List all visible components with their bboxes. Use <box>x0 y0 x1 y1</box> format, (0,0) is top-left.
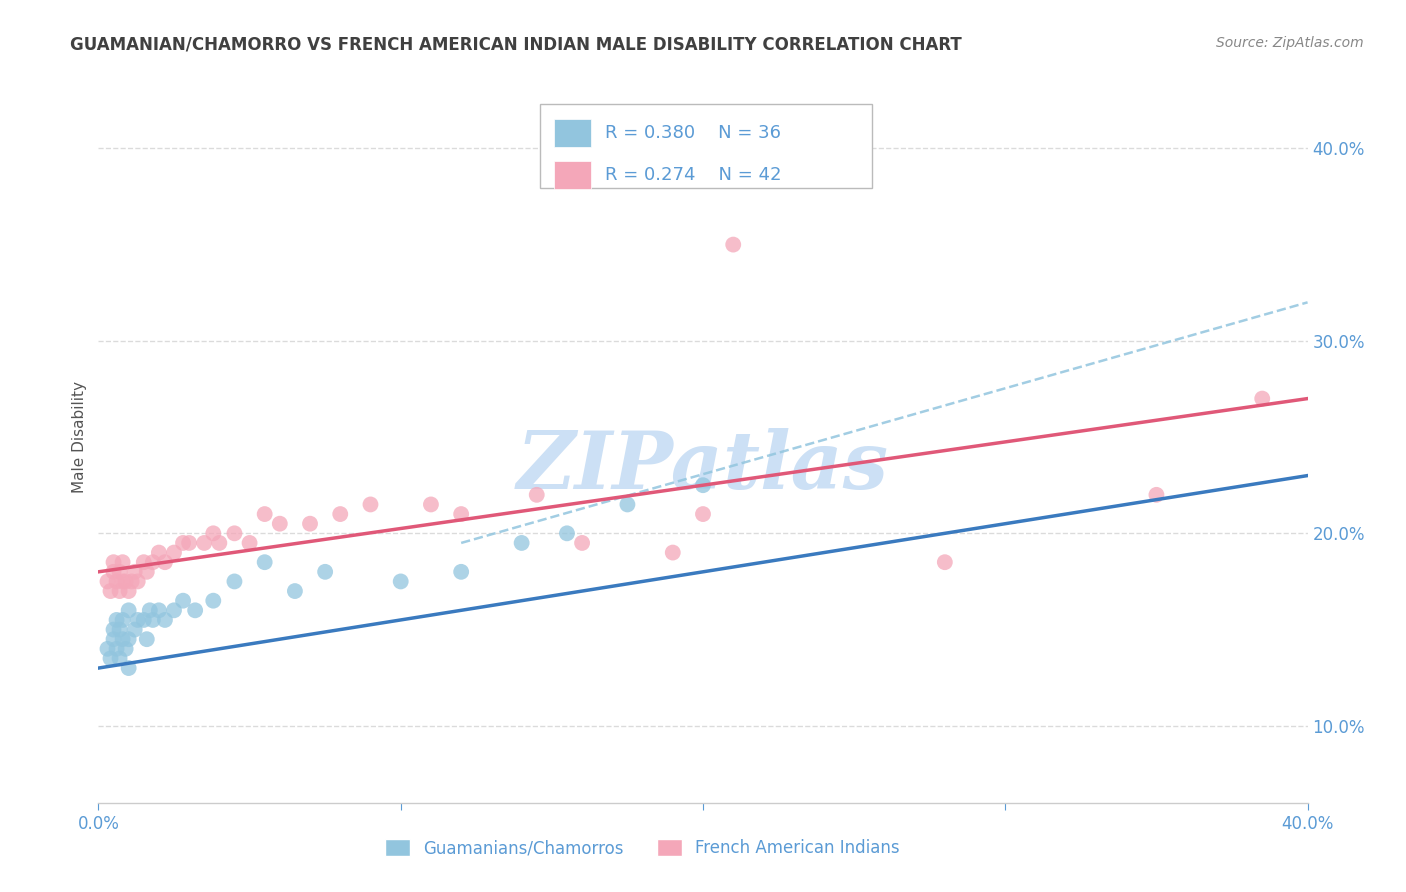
Point <box>571 536 593 550</box>
Point <box>163 603 186 617</box>
Point <box>269 516 291 531</box>
Point <box>111 632 134 647</box>
Point <box>105 574 128 589</box>
Point <box>103 623 125 637</box>
Point <box>118 661 141 675</box>
Point <box>96 641 118 656</box>
Point <box>132 613 155 627</box>
Text: GUAMANIAN/CHAMORRO VS FRENCH AMERICAN INDIAN MALE DISABILITY CORRELATION CHART: GUAMANIAN/CHAMORRO VS FRENCH AMERICAN IN… <box>70 36 962 54</box>
Point <box>555 526 578 541</box>
Point <box>284 584 307 599</box>
Point <box>100 651 122 665</box>
Point <box>153 613 176 627</box>
Point <box>202 526 225 541</box>
Y-axis label: Male Disability: Male Disability <box>72 381 87 493</box>
Point <box>100 584 122 599</box>
Point <box>253 555 276 569</box>
Point <box>118 584 141 599</box>
Point <box>1144 488 1167 502</box>
Point <box>111 613 134 627</box>
Point <box>139 603 162 617</box>
FancyBboxPatch shape <box>554 161 591 189</box>
FancyBboxPatch shape <box>540 104 872 188</box>
Point <box>121 574 143 589</box>
Text: Source: ZipAtlas.com: Source: ZipAtlas.com <box>1216 36 1364 50</box>
Point <box>96 574 118 589</box>
Point <box>450 565 472 579</box>
Text: R = 0.274    N = 42: R = 0.274 N = 42 <box>605 166 782 185</box>
Point <box>103 555 125 569</box>
Point <box>253 507 276 521</box>
Point <box>111 555 134 569</box>
Point <box>450 507 472 521</box>
Point <box>193 536 215 550</box>
Legend: Guamanians/Chamorros, French American Indians: Guamanians/Chamorros, French American In… <box>378 832 907 864</box>
Point <box>163 545 186 559</box>
Point <box>118 632 141 647</box>
Point <box>148 545 170 559</box>
Point <box>723 237 745 252</box>
Point <box>208 536 231 550</box>
Point <box>224 574 246 589</box>
Point <box>148 603 170 617</box>
Point <box>510 536 533 550</box>
Point <box>299 516 322 531</box>
Point <box>105 641 128 656</box>
Point <box>153 555 176 569</box>
Point <box>114 641 136 656</box>
Point <box>184 603 207 617</box>
Point <box>526 488 548 502</box>
Point <box>135 632 157 647</box>
Point <box>114 574 136 589</box>
Point <box>420 498 443 512</box>
Point <box>135 565 157 579</box>
Point <box>179 536 201 550</box>
Point <box>1251 392 1274 406</box>
Point <box>202 593 225 607</box>
Point <box>118 603 141 617</box>
Point <box>108 565 131 579</box>
Point <box>108 623 131 637</box>
Point <box>105 613 128 627</box>
Point <box>132 555 155 569</box>
Text: ZIPatlas: ZIPatlas <box>517 427 889 505</box>
Point <box>314 565 336 579</box>
Point <box>127 613 149 627</box>
Point <box>124 565 146 579</box>
Point <box>142 555 165 569</box>
Point <box>111 574 134 589</box>
Point <box>108 584 131 599</box>
Point <box>224 526 246 541</box>
Point <box>329 507 352 521</box>
Point <box>360 498 382 512</box>
Point <box>172 536 194 550</box>
Point <box>934 555 956 569</box>
Point <box>142 613 165 627</box>
Point <box>692 478 714 492</box>
Point <box>103 632 125 647</box>
Point <box>124 623 146 637</box>
Point <box>661 545 683 559</box>
Point <box>616 498 638 512</box>
Text: R = 0.380    N = 36: R = 0.380 N = 36 <box>605 124 782 142</box>
Point <box>103 565 125 579</box>
FancyBboxPatch shape <box>554 119 591 146</box>
Point <box>692 507 714 521</box>
Point <box>127 574 149 589</box>
Point <box>108 651 131 665</box>
Point <box>172 593 194 607</box>
Point <box>389 574 412 589</box>
Point <box>239 536 262 550</box>
